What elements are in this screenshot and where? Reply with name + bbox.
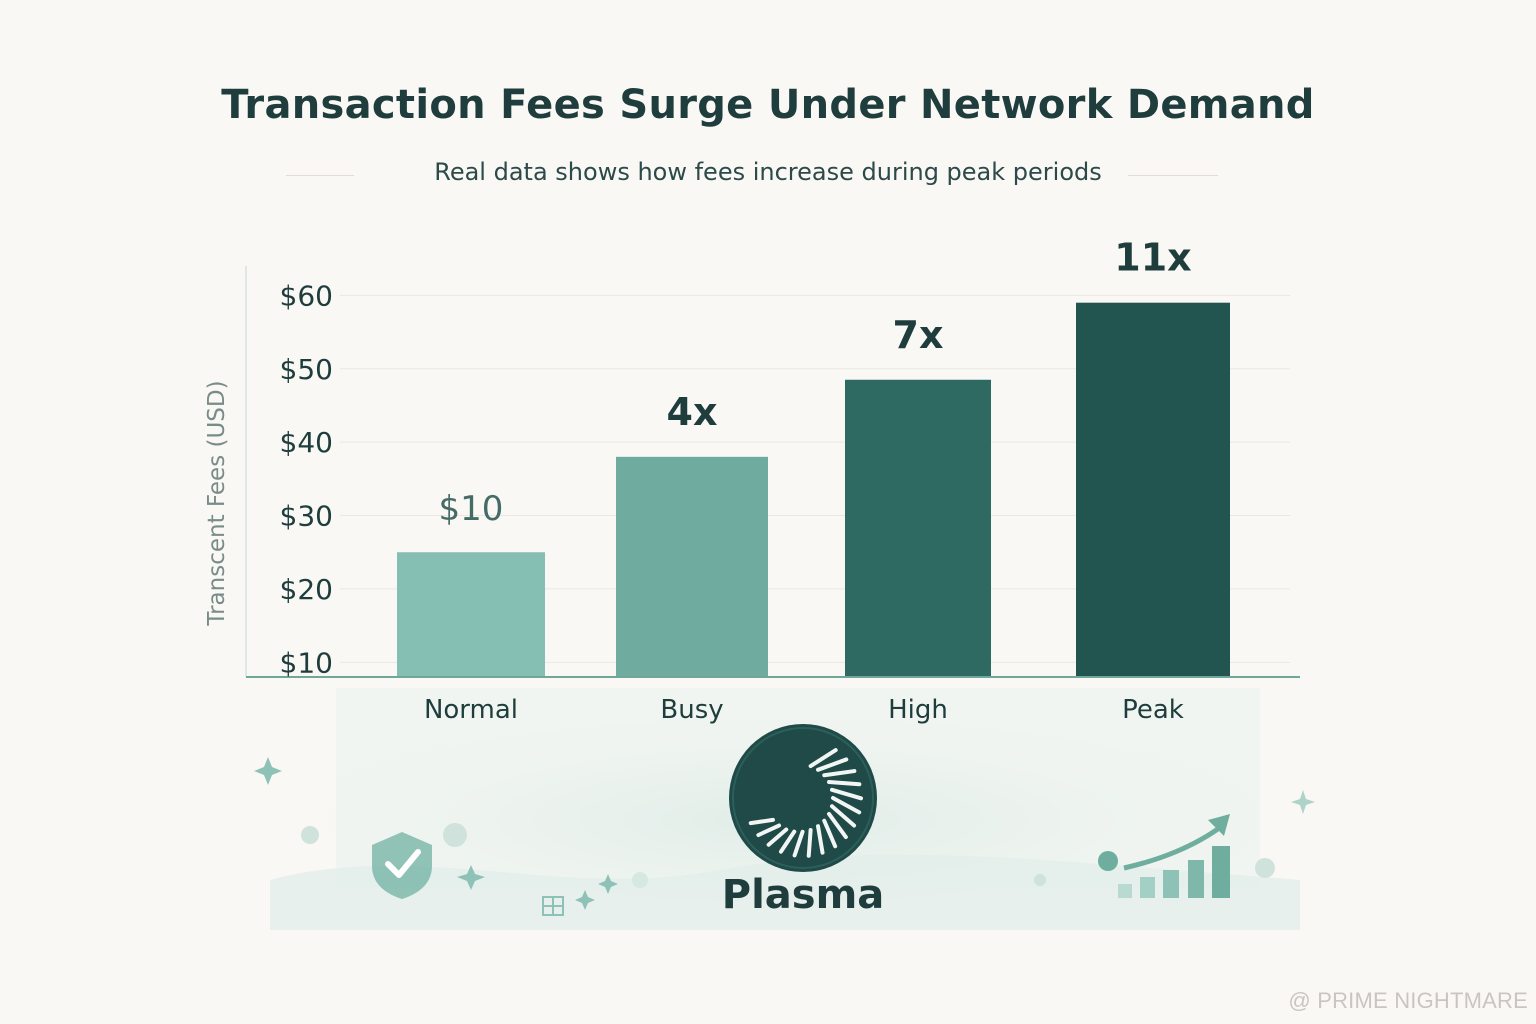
y-tick-label: $40 bbox=[280, 426, 333, 459]
x-tick-label: Normal bbox=[424, 695, 518, 725]
x-tick-label: Peak bbox=[1122, 695, 1184, 725]
watermark: @ PRIME NIGHTMARE bbox=[1288, 988, 1528, 1013]
swirl-stroke bbox=[829, 787, 863, 801]
swirl-stroke bbox=[831, 796, 862, 815]
subtitle-divider-right bbox=[1128, 175, 1218, 176]
bars bbox=[397, 302, 1230, 677]
data-label: 4x bbox=[667, 390, 718, 434]
labels: $60 $50 $40 $30 $20 $10 Transcent Fees (USD) $1… bbox=[204, 236, 1192, 725]
data-label: 11x bbox=[1114, 236, 1191, 280]
swirl-stroke bbox=[829, 804, 857, 828]
swirl-stroke bbox=[778, 829, 797, 854]
bar-busy bbox=[616, 456, 768, 677]
swirl-stroke bbox=[766, 827, 789, 847]
swirl-stroke bbox=[806, 827, 813, 858]
swirl-stroke bbox=[822, 769, 857, 778]
axes bbox=[245, 266, 1300, 678]
bar-peak bbox=[1076, 302, 1230, 677]
swirl-stroke bbox=[827, 780, 862, 787]
subtitle-row: Real data shows how fees increase during… bbox=[0, 158, 1536, 194]
swirl-stroke bbox=[808, 748, 838, 769]
swirl-stroke bbox=[756, 823, 782, 838]
swirl-stroke bbox=[748, 817, 775, 826]
y-tick-label: $60 bbox=[280, 279, 333, 312]
swirl-stroke bbox=[816, 824, 825, 855]
bar-high bbox=[845, 379, 991, 677]
subtitle-divider-left bbox=[286, 175, 354, 176]
shield-check-icon bbox=[372, 832, 432, 899]
y-tick-label: $50 bbox=[280, 353, 333, 386]
y-tick-label: $10 bbox=[280, 646, 333, 679]
brand-name: Plasma bbox=[721, 872, 885, 918]
sparkle-icon bbox=[254, 757, 1315, 910]
growth-chart-icon bbox=[1098, 814, 1230, 898]
data-label: $10 bbox=[439, 489, 504, 529]
swirl-stroke bbox=[792, 829, 805, 858]
swirl-stroke bbox=[822, 818, 838, 849]
swirl-stroke bbox=[827, 811, 848, 840]
chart-subtitle: Real data shows how fees increase during… bbox=[434, 158, 1102, 186]
bar-normal bbox=[397, 552, 545, 677]
y-tick-label: $20 bbox=[280, 573, 333, 606]
x-tick-label: High bbox=[888, 695, 948, 725]
grid-box-icon bbox=[542, 896, 564, 916]
data-label: 7x bbox=[893, 313, 944, 357]
y-axis-title: Transcent Fees (USD) bbox=[204, 380, 230, 626]
chart-title: Transaction Fees Surge Under Network Dem… bbox=[221, 82, 1315, 128]
x-tick-label: Busy bbox=[660, 695, 723, 725]
swirl-stroke bbox=[816, 757, 849, 772]
plasma-swirl-icon bbox=[729, 724, 877, 872]
y-tick-label: $30 bbox=[280, 500, 333, 533]
